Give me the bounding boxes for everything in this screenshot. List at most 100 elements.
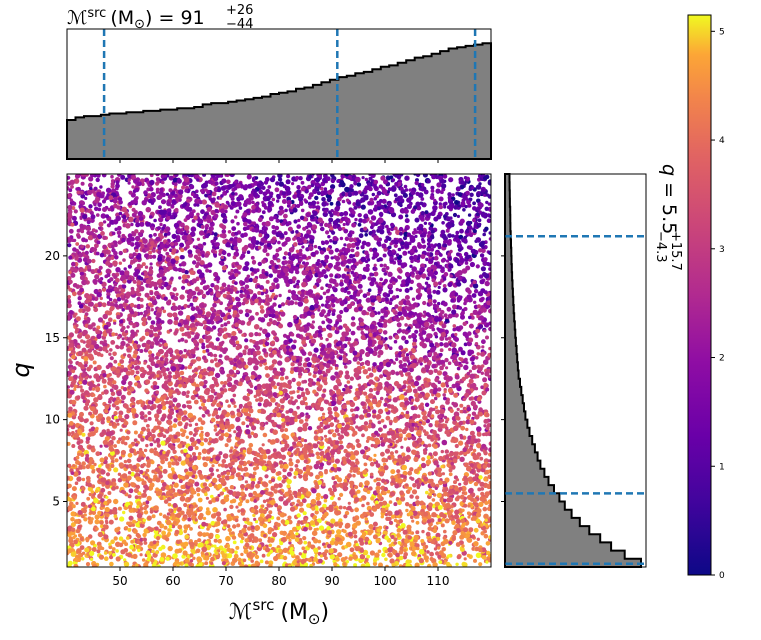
scatter-point	[235, 518, 239, 522]
scatter-point	[204, 561, 208, 565]
scatter-point	[389, 500, 393, 504]
scatter-point	[241, 421, 245, 425]
scatter-point	[441, 259, 445, 263]
scatter-point	[247, 526, 251, 530]
scatter-point	[73, 283, 77, 287]
scatter-point	[473, 301, 476, 304]
scatter-point	[457, 555, 462, 560]
scatter-point	[236, 222, 240, 226]
scatter-point	[465, 261, 469, 265]
scatter-point	[147, 316, 151, 320]
scatter-point	[368, 531, 372, 535]
scatter-point	[89, 375, 92, 378]
scatter-point	[467, 245, 471, 249]
scatter-point	[140, 431, 144, 435]
scatter-point	[378, 550, 382, 554]
scatter-point	[463, 365, 468, 370]
scatter-point	[347, 473, 352, 478]
scatter-point	[469, 193, 473, 197]
scatter-point	[445, 518, 450, 523]
scatter-point	[247, 275, 251, 279]
scatter-point	[114, 228, 118, 232]
scatter-point	[168, 546, 173, 551]
scatter-point	[148, 478, 153, 483]
scatter-point	[112, 547, 116, 551]
scatter-point	[179, 243, 184, 248]
scatter-point	[321, 202, 326, 207]
scatter-point	[453, 213, 457, 217]
scatter-point	[226, 180, 231, 185]
scatter-point	[453, 393, 458, 398]
scatter-point	[404, 323, 408, 327]
scatter-point	[327, 235, 330, 238]
scatter-point	[311, 339, 316, 344]
scatter-point	[476, 264, 480, 268]
scatter-point	[343, 211, 348, 216]
scatter-point	[237, 558, 241, 562]
scatter-point	[248, 434, 252, 438]
scatter-point	[111, 248, 115, 252]
scatter-point	[395, 450, 399, 454]
scatter-point	[102, 379, 107, 384]
scatter-point	[180, 248, 184, 252]
scatter-point	[69, 376, 74, 381]
scatter-point	[192, 557, 195, 560]
scatter-point	[303, 239, 307, 243]
scatter-point	[292, 442, 296, 446]
scatter-point	[361, 433, 365, 437]
scatter-point	[332, 310, 335, 313]
scatter-point	[407, 326, 411, 330]
scatter-point	[196, 487, 201, 492]
scatter-point	[81, 486, 86, 491]
scatter-point	[303, 298, 308, 303]
scatter-point	[297, 297, 301, 301]
scatter-point	[176, 513, 181, 518]
scatter-point	[128, 381, 133, 386]
scatter-point	[398, 345, 403, 350]
scatter-point	[195, 423, 198, 426]
scatter-point	[464, 557, 467, 560]
scatter-point	[293, 219, 297, 223]
scatter-point	[423, 311, 426, 314]
scatter-point	[443, 284, 447, 288]
scatter-point	[220, 414, 225, 419]
scatter-point	[146, 469, 150, 473]
scatter-point	[342, 388, 345, 391]
scatter-point	[343, 530, 347, 534]
scatter-point	[213, 236, 217, 240]
scatter-point	[140, 507, 144, 511]
scatter-point	[217, 539, 222, 544]
scatter-point	[139, 349, 143, 353]
scatter-point	[230, 360, 235, 365]
scatter-point	[433, 299, 437, 303]
scatter-point	[373, 459, 376, 462]
scatter-point	[132, 420, 137, 425]
scatter-point	[166, 557, 170, 561]
scatter-point	[265, 366, 269, 370]
scatter-point	[229, 505, 233, 509]
scatter-point	[246, 425, 249, 428]
scatter-point	[255, 555, 259, 559]
scatter-point	[190, 437, 195, 442]
scatter-point	[289, 461, 294, 466]
scatter-point	[455, 563, 458, 566]
scatter-point	[347, 220, 350, 223]
scatter-point	[120, 341, 125, 346]
scatter-point	[222, 459, 227, 464]
scatter-point	[179, 327, 184, 332]
scatter-point	[394, 193, 398, 197]
scatter-point	[323, 292, 327, 296]
scatter-point	[180, 371, 185, 376]
scatter-point	[337, 314, 342, 319]
scatter-point	[349, 237, 354, 242]
scatter-point	[378, 329, 382, 333]
scatter-point	[398, 428, 402, 432]
scatter-point	[275, 226, 280, 231]
scatter-point	[432, 355, 437, 360]
scatter-point	[328, 218, 333, 223]
scatter-point	[258, 397, 263, 402]
scatter-point	[218, 435, 223, 440]
scatter-point	[458, 192, 463, 197]
scatter-point	[281, 479, 285, 483]
scatter-point	[365, 517, 369, 521]
